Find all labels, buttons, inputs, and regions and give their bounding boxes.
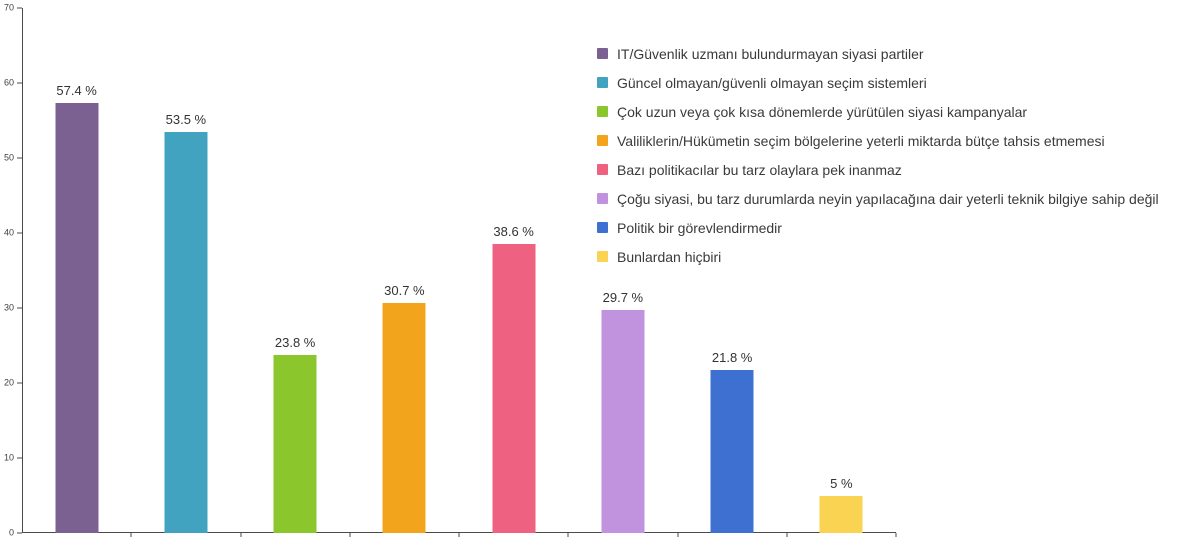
y-tick <box>17 307 22 309</box>
legend-item[interactable]: Güncel olmayan/güvenli olmayan seçim sis… <box>597 68 1159 97</box>
legend-swatch-icon <box>597 222 608 233</box>
y-tick <box>17 457 22 459</box>
legend-swatch-icon <box>597 135 608 146</box>
x-tick <box>567 533 569 537</box>
legend-label: Çok uzun veya çok kısa dönemlerde yürütü… <box>617 103 1028 120</box>
legend: IT/Güvenlik uzmanı bulundurmayan siyasi … <box>597 39 1159 271</box>
bar-value-label: 38.6 % <box>493 223 534 239</box>
legend-swatch-icon <box>597 251 608 262</box>
y-tick <box>17 532 22 534</box>
legend-label: Çoğu siyasi, bu tarz durumlarda neyin ya… <box>617 190 1159 207</box>
bar[interactable]: 23.8 % <box>273 335 317 533</box>
x-tick <box>458 533 460 537</box>
x-tick <box>349 533 351 537</box>
y-tick-label: 0 <box>8 527 14 538</box>
bar[interactable]: 29.7 % <box>601 290 645 533</box>
bar-value-label: 29.7 % <box>602 290 644 306</box>
bar[interactable]: 57.4 % <box>55 83 99 533</box>
legend-label: IT/Güvenlik uzmanı bulundurmayan siyasi … <box>617 45 924 62</box>
y-tick <box>17 232 22 234</box>
y-tick <box>17 7 22 9</box>
bar-value-label: 21.8 % <box>711 349 753 365</box>
y-tick-label: 60 <box>3 77 14 88</box>
bar[interactable]: 53.5 % <box>164 112 208 533</box>
legend-item[interactable]: Politik bir görevlendirmedir <box>597 213 1159 242</box>
y-tick-label: 40 <box>3 227 14 238</box>
legend-swatch-icon <box>597 106 608 117</box>
legend-swatch-icon <box>597 48 608 59</box>
legend-swatch-icon <box>597 193 608 204</box>
y-axis-line <box>22 8 23 533</box>
legend-item[interactable]: Bazı politikacılar bu tarz olaylara pek … <box>597 155 1159 184</box>
legend-item[interactable]: Çok uzun veya çok kısa dönemlerde yürütü… <box>597 97 1159 126</box>
legend-swatch-icon <box>597 164 608 175</box>
plot-area: 0 10 20 30 40 50 60 70 57.4 % 53.5 % 23.8 % 30.7 %… <box>4 3 897 537</box>
bar[interactable]: 5 % <box>819 476 863 533</box>
legend-label: Güncel olmayan/güvenli olmayan seçim sis… <box>617 74 927 91</box>
bar-value-label: 30.7 % <box>384 282 425 298</box>
bar[interactable]: 21.8 % <box>710 350 754 533</box>
bar-value-label: 5 % <box>830 475 853 491</box>
bar[interactable]: 30.7 % <box>382 283 426 533</box>
y-tick <box>17 157 22 159</box>
legend-label: Bunlardan hiçbiri <box>617 248 722 265</box>
legend-item[interactable]: Bunlardan hiçbiri <box>597 242 1159 271</box>
bar-value-label: 57.4 % <box>56 82 97 98</box>
legend-item[interactable]: Çoğu siyasi, bu tarz durumlarda neyin ya… <box>597 184 1159 213</box>
legend-item[interactable]: IT/Güvenlik uzmanı bulundurmayan siyasi … <box>597 39 1159 68</box>
legend-item[interactable]: Valiliklerin/Hükümetin seçim bölgelerine… <box>597 126 1159 155</box>
bar-value-label: 53.5 % <box>165 111 207 127</box>
legend-label: Politik bir görevlendirmedir <box>617 219 782 236</box>
x-tick <box>677 533 678 537</box>
legend-swatch-icon <box>597 77 608 88</box>
y-tick-label: 50 <box>3 152 14 163</box>
y-tick-label: 10 <box>3 452 14 463</box>
y-tick-label: 20 <box>3 377 14 388</box>
x-tick <box>786 533 788 537</box>
x-tick <box>130 533 132 537</box>
bar-value-label: 23.8 % <box>274 334 316 350</box>
x-tick <box>895 533 897 537</box>
y-tick <box>17 82 22 84</box>
legend-label: Bazı politikacılar bu tarz olaylara pek … <box>617 161 902 178</box>
y-tick-label: 70 <box>3 2 14 13</box>
legend-label: Valiliklerin/Hükümetin seçim bölgelerine… <box>617 132 1105 149</box>
bar[interactable]: 38.6 % <box>492 224 536 533</box>
bars-container: 57.4 % 53.5 % 23.8 % 30.7 % 38.6 % 29.7 % 21.8… <box>22 8 896 533</box>
y-tick <box>17 382 22 384</box>
x-axis-line <box>22 532 896 533</box>
x-tick <box>240 533 241 537</box>
y-tick-label: 30 <box>3 302 14 313</box>
